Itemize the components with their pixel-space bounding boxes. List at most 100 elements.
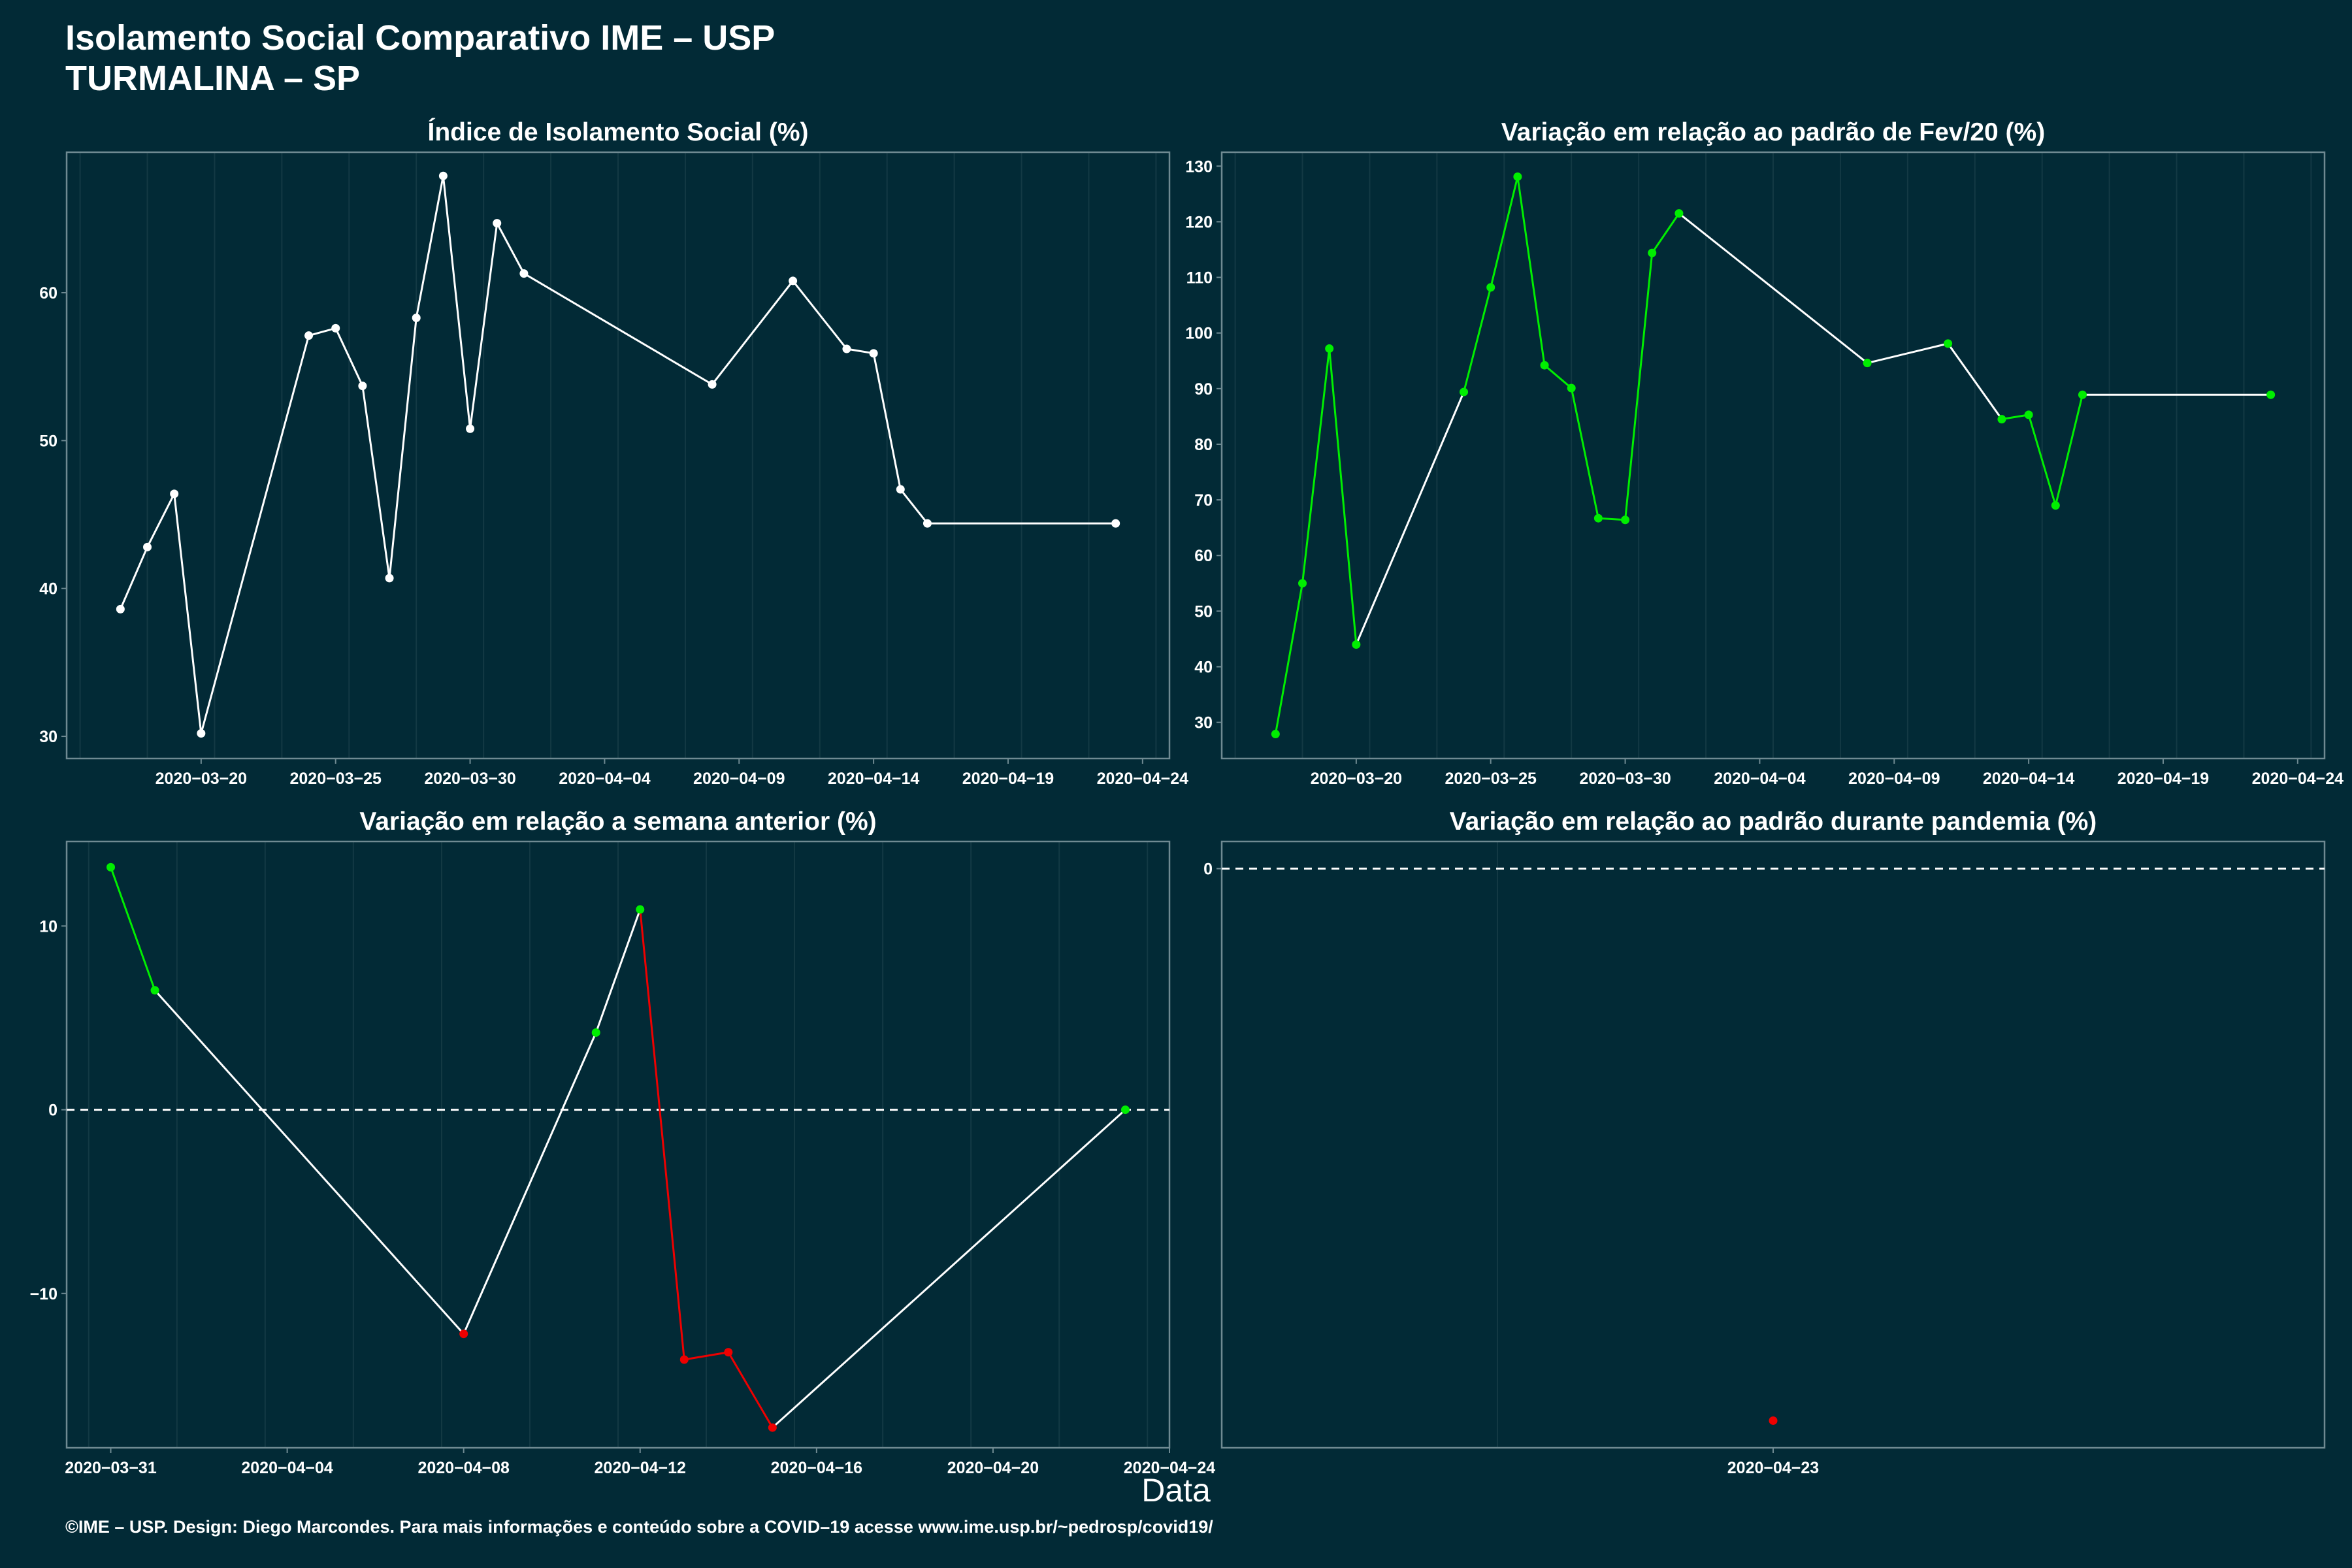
x-tick-label: 2020−03−30 <box>424 770 515 788</box>
series-segment <box>1544 364 1573 389</box>
x-tick-label: 2020−03−25 <box>289 770 382 788</box>
y-tick-label: 110 <box>1186 269 1213 287</box>
y-tick-label: 60 <box>39 284 57 302</box>
data-point <box>2024 410 2033 419</box>
series-segment <box>1301 348 1331 583</box>
x-tick-label: 2020−04−04 <box>559 770 651 788</box>
series-segment <box>2054 394 2083 506</box>
chart-panel-2: Variação em relação ao padrão de Fev/20 … <box>1185 118 2344 788</box>
series-segment <box>727 1352 774 1428</box>
data-point <box>789 276 798 286</box>
series-segment <box>119 546 148 610</box>
data-point <box>1513 172 1522 181</box>
data-point <box>1271 730 1280 739</box>
x-axis-label: Data <box>1141 1472 1211 1509</box>
series-segment <box>772 1109 1126 1429</box>
data-point <box>1769 1416 1778 1425</box>
series-segment <box>595 909 642 1033</box>
series-segment <box>872 353 902 490</box>
x-tick-label: 2020−03−31 <box>65 1459 157 1477</box>
data-point <box>842 344 851 353</box>
data-point <box>591 1028 600 1037</box>
data-point <box>2078 390 2087 399</box>
y-tick-label: 70 <box>1194 491 1213 510</box>
series-segment <box>523 272 713 385</box>
series-segment <box>200 335 310 734</box>
panel-border <box>1220 840 2326 1449</box>
data-point <box>1567 384 1576 393</box>
page-subtitle: TURMALINA – SP <box>65 59 361 98</box>
data-point <box>1486 283 1495 292</box>
y-tick-label: 10 <box>39 917 57 936</box>
series-segment <box>639 909 685 1360</box>
panel-title: Índice de Isolamento Social (%) <box>428 118 809 146</box>
data-point <box>143 542 152 551</box>
x-tick-label: 2020−04−24 <box>2252 770 2344 788</box>
page-title: Isolamento Social Comparativo IME – USP <box>65 18 776 57</box>
data-point <box>150 986 159 995</box>
y-tick-label: 0 <box>1203 860 1213 879</box>
series-segment <box>463 1032 597 1335</box>
data-point <box>2051 501 2060 510</box>
data-point <box>768 1423 777 1432</box>
data-point <box>1540 361 1549 370</box>
data-point <box>1997 415 2006 424</box>
data-point <box>2266 390 2276 399</box>
data-point <box>636 905 645 914</box>
series-segment <box>1355 391 1465 645</box>
data-point <box>466 424 475 433</box>
series-segment <box>110 866 156 991</box>
y-tick-label: 120 <box>1185 213 1213 231</box>
data-point <box>358 382 367 391</box>
data-point <box>412 314 421 323</box>
data-point <box>923 519 932 528</box>
data-point <box>304 331 314 340</box>
data-point <box>1298 579 1307 588</box>
y-tick-label: 40 <box>39 580 57 598</box>
data-point <box>197 729 206 738</box>
x-tick-label: 2020−04−24 <box>1097 770 1189 788</box>
data-point <box>106 862 116 872</box>
x-tick-label: 2020−04−16 <box>771 1459 862 1477</box>
y-tick-label: 30 <box>39 728 57 746</box>
x-tick-label: 2020−04−04 <box>1714 770 1806 788</box>
series-segment <box>1598 517 1625 521</box>
series-segment <box>1516 176 1546 366</box>
data-point <box>896 485 905 494</box>
y-tick-label: −10 <box>30 1285 57 1303</box>
data-point <box>1120 1105 1130 1115</box>
x-tick-label: 2020−04−24 <box>1124 1459 1216 1477</box>
x-tick-label: 2020−03−25 <box>1445 770 1537 788</box>
data-point <box>1621 515 1630 525</box>
y-tick-label: 60 <box>1194 547 1213 565</box>
y-tick-label: 40 <box>1194 659 1213 677</box>
data-point <box>1674 209 1684 218</box>
series-segment <box>388 318 417 579</box>
series-segment <box>1624 252 1654 520</box>
series-segment <box>1867 342 1948 365</box>
series-segment <box>1328 348 1358 645</box>
data-point <box>1648 248 1657 257</box>
y-tick-label: 50 <box>1194 602 1213 621</box>
series-segment <box>1570 387 1599 519</box>
y-tick-label: 130 <box>1185 157 1213 176</box>
data-point <box>438 171 448 180</box>
panel-border <box>1220 151 2326 760</box>
series-segment <box>442 176 472 429</box>
y-tick-label: 90 <box>1194 380 1213 399</box>
x-tick-label: 2020−04−19 <box>2117 770 2209 788</box>
series-segment <box>846 348 874 355</box>
series-segment <box>496 222 525 274</box>
data-point <box>459 1330 468 1339</box>
data-point <box>1863 359 1872 368</box>
data-point <box>1111 519 1120 528</box>
y-tick-label: 50 <box>39 432 57 450</box>
series-segment <box>711 280 794 385</box>
series-segment <box>684 1351 729 1361</box>
data-point <box>331 323 340 333</box>
data-point <box>724 1348 733 1357</box>
data-point <box>116 604 125 613</box>
series-segment <box>1274 583 1303 734</box>
data-point <box>1460 387 1469 397</box>
